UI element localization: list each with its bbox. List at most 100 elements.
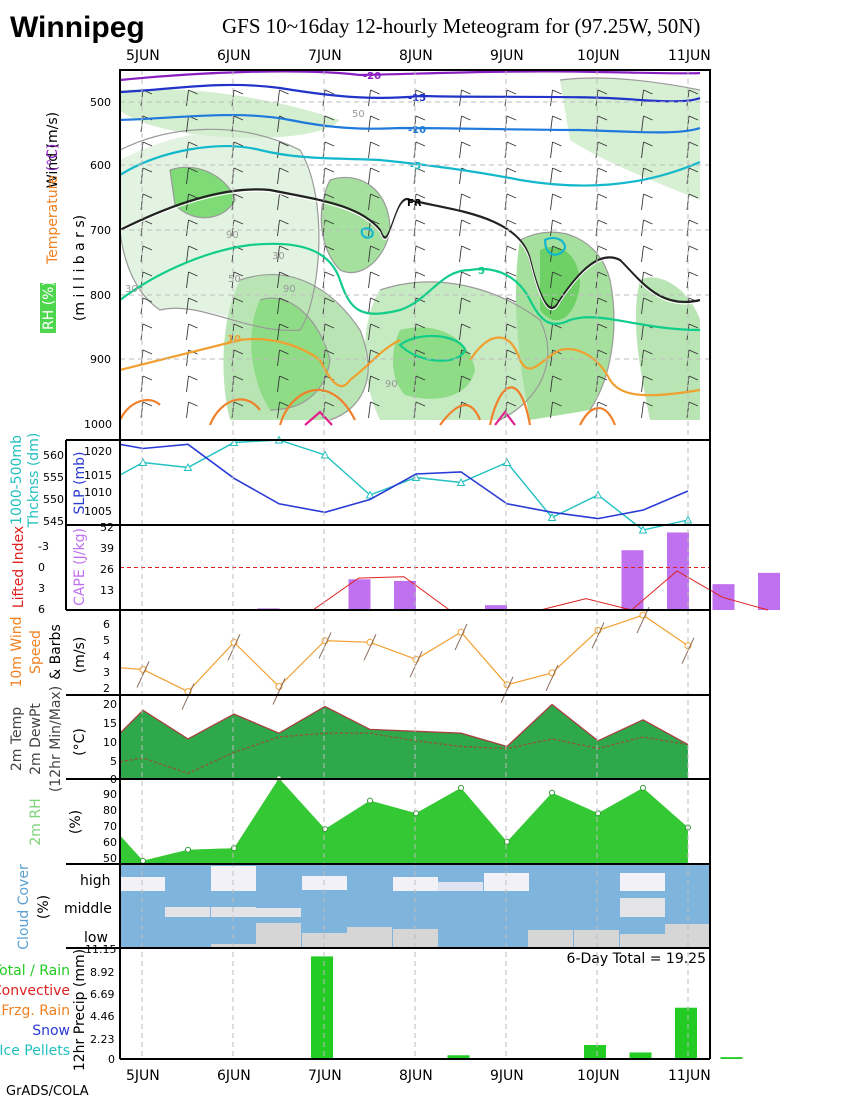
y-tick: 560 bbox=[43, 449, 64, 462]
wind-barb bbox=[413, 141, 417, 159]
upper-y-axis: 500 600 700 800 900 1000 bbox=[84, 96, 112, 431]
dewpt-label: 2m DewPt bbox=[28, 703, 44, 775]
precip-bar bbox=[675, 1007, 697, 1059]
contour-label: 90 bbox=[385, 379, 398, 390]
wind-barb bbox=[415, 245, 426, 251]
wind-barb bbox=[597, 401, 608, 407]
wind-barb bbox=[279, 349, 289, 355]
wind-barb bbox=[233, 401, 244, 407]
wind-barb bbox=[595, 141, 599, 159]
wind-barb bbox=[277, 141, 280, 159]
wind-barb bbox=[277, 375, 280, 393]
wind-barb bbox=[595, 401, 599, 419]
wind-barb bbox=[461, 219, 471, 225]
wind-barb bbox=[688, 401, 699, 407]
wind-barb bbox=[324, 401, 335, 407]
wind-barb bbox=[368, 375, 371, 393]
contour-label: 5 bbox=[478, 266, 485, 277]
wind-barb bbox=[186, 89, 189, 107]
wind-barb bbox=[506, 271, 517, 277]
date-label: 6JUN bbox=[217, 1068, 251, 1084]
wind-barb bbox=[461, 193, 471, 199]
contour-label: 10 bbox=[227, 334, 241, 345]
wind-barb bbox=[233, 115, 244, 121]
minmax-label: (12hr Min/Max) bbox=[48, 686, 64, 792]
wind-barb bbox=[688, 89, 699, 95]
y-tick: 555 bbox=[43, 471, 64, 484]
wind-barb bbox=[415, 219, 426, 225]
pressure-unit-label: (m i l l i b a r s) bbox=[72, 215, 88, 321]
wind-barb bbox=[142, 193, 153, 199]
wind-barb bbox=[233, 349, 244, 355]
precip-unit-label: 12hr Precip (mm) bbox=[72, 949, 88, 1071]
wind-barb bbox=[188, 167, 198, 173]
y-tick: 5 bbox=[103, 634, 110, 647]
wind-barb bbox=[142, 271, 153, 277]
wind-barb bbox=[597, 245, 608, 251]
wind-barb bbox=[277, 167, 280, 185]
wind-barbs bbox=[140, 89, 699, 419]
wind-barb bbox=[506, 193, 517, 199]
upper-air-panel: -20 -15 -10 -5 FR 5 10 50 30 90 50 30 90… bbox=[40, 70, 710, 431]
surface-wind-barb bbox=[272, 678, 286, 705]
thickness-axis: 560 555 550 545 bbox=[43, 449, 64, 528]
y-tick: 0 bbox=[108, 1053, 115, 1066]
contour-label: FR bbox=[407, 198, 422, 209]
wind-barb bbox=[506, 401, 517, 407]
wind-barb bbox=[186, 297, 189, 315]
wind-barb bbox=[643, 297, 653, 303]
wind-barb bbox=[324, 297, 335, 303]
cloud-high-label: high bbox=[80, 873, 111, 889]
wind-barb bbox=[461, 323, 471, 329]
rh-contours bbox=[119, 77, 701, 421]
wind-barb bbox=[504, 167, 508, 185]
wind-barb bbox=[643, 271, 653, 277]
wind-barb bbox=[231, 401, 235, 419]
wind-barb bbox=[415, 141, 426, 147]
wind-barb bbox=[140, 401, 144, 419]
cape-tick: 13 bbox=[100, 584, 114, 597]
wind-barb bbox=[459, 89, 462, 107]
cape-tick: 52 bbox=[100, 521, 114, 534]
y-tick: 2 bbox=[103, 682, 110, 695]
thickness-point bbox=[320, 450, 330, 459]
wind-barb bbox=[279, 219, 289, 225]
contour-label: -5 bbox=[410, 161, 421, 172]
wind-barb bbox=[459, 245, 462, 263]
wind-barb bbox=[552, 245, 562, 251]
y-tick: 15 bbox=[103, 717, 117, 730]
wind-barb bbox=[550, 375, 553, 393]
wind-barb bbox=[415, 271, 426, 277]
wind-barb bbox=[142, 323, 153, 329]
vertical-grid bbox=[120, 70, 710, 1059]
contour-label: 50 bbox=[228, 274, 241, 285]
wind-barb bbox=[188, 245, 198, 251]
wind-barb bbox=[142, 297, 153, 303]
wind-barb bbox=[233, 89, 244, 95]
wind10m-panel: 6 5 4 3 2 10m Wind Speed & Barbs (m/s) bbox=[9, 616, 110, 695]
wind-barb bbox=[506, 115, 517, 121]
wind-barb bbox=[233, 271, 244, 277]
thickness-point bbox=[502, 457, 512, 466]
wind-barb bbox=[461, 271, 471, 277]
contour-label: -10 bbox=[408, 125, 426, 136]
y-tick: 20 bbox=[103, 698, 117, 711]
y-tick: 545 bbox=[43, 515, 64, 528]
date-label: 7JUN bbox=[308, 48, 342, 64]
wind-barb bbox=[279, 245, 289, 251]
wind-barb bbox=[413, 167, 417, 185]
wind-barb bbox=[370, 141, 380, 147]
thickness-point bbox=[547, 512, 557, 521]
wind-barb bbox=[597, 349, 608, 355]
wind-barb bbox=[186, 401, 189, 419]
wind-barb bbox=[595, 193, 599, 211]
wind-barb bbox=[324, 219, 335, 225]
cloud-middle-label: middle bbox=[64, 901, 112, 917]
wind-speed-label-2: Speed bbox=[28, 630, 44, 674]
wind-barb bbox=[186, 219, 189, 237]
wind-barb bbox=[277, 89, 280, 107]
wind-barb bbox=[459, 219, 462, 237]
wind-barb bbox=[461, 245, 471, 251]
date-label: 6JUN bbox=[217, 48, 251, 64]
